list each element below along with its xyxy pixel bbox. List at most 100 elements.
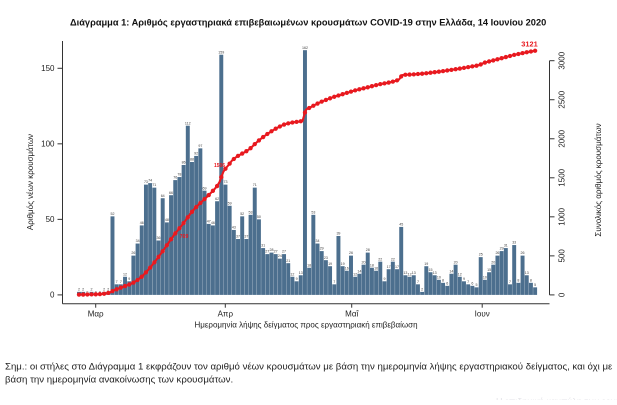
svg-text:27: 27 xyxy=(282,250,286,254)
svg-text:34: 34 xyxy=(316,239,320,243)
svg-text:500: 500 xyxy=(558,249,567,263)
svg-text:59: 59 xyxy=(228,201,232,205)
svg-text:5: 5 xyxy=(476,283,478,287)
svg-text:13: 13 xyxy=(525,271,529,275)
svg-text:71: 71 xyxy=(152,183,156,187)
svg-text:5: 5 xyxy=(534,283,536,287)
svg-text:43: 43 xyxy=(232,226,236,230)
svg-text:8: 8 xyxy=(517,278,519,282)
svg-text:βάση την ημερομηνία ανακοίνωση: βάση την ημερομηνία ανακοίνωσης των κρου… xyxy=(5,375,233,386)
svg-text:6: 6 xyxy=(471,281,473,285)
svg-text:26: 26 xyxy=(495,251,499,255)
svg-text:2: 2 xyxy=(421,287,423,291)
svg-text:97: 97 xyxy=(198,144,202,148)
svg-text:9: 9 xyxy=(296,277,298,281)
svg-text:46: 46 xyxy=(211,221,215,225)
svg-text:8: 8 xyxy=(530,278,532,282)
svg-text:73: 73 xyxy=(144,180,148,184)
svg-text:26: 26 xyxy=(521,251,525,255)
svg-text:13: 13 xyxy=(412,271,416,275)
svg-text:19: 19 xyxy=(424,262,428,266)
svg-text:28: 28 xyxy=(269,248,273,252)
svg-text:2500: 2500 xyxy=(558,90,567,108)
svg-text:78: 78 xyxy=(177,173,181,177)
svg-text:12: 12 xyxy=(353,272,357,276)
svg-text:92: 92 xyxy=(194,152,198,156)
svg-text:Μαΐ: Μαΐ xyxy=(345,310,359,319)
svg-text:0: 0 xyxy=(558,292,567,297)
svg-text:22: 22 xyxy=(378,257,382,261)
svg-text:112: 112 xyxy=(185,121,191,125)
svg-text:73: 73 xyxy=(223,180,227,184)
svg-text:17: 17 xyxy=(395,265,399,269)
svg-text:37: 37 xyxy=(244,235,248,239)
svg-text:24: 24 xyxy=(278,254,282,258)
svg-text:18: 18 xyxy=(307,263,311,267)
svg-text:17: 17 xyxy=(387,265,391,269)
svg-text:10: 10 xyxy=(437,275,441,279)
svg-text:25: 25 xyxy=(479,253,483,257)
svg-text:20: 20 xyxy=(362,260,366,264)
svg-text:13: 13 xyxy=(403,271,407,275)
svg-text:7: 7 xyxy=(467,280,469,284)
svg-text:45: 45 xyxy=(399,223,403,227)
svg-text:27: 27 xyxy=(274,250,278,254)
svg-text:62: 62 xyxy=(215,197,219,201)
svg-text:162: 162 xyxy=(302,46,308,50)
svg-text:52: 52 xyxy=(240,212,244,216)
svg-text:36: 36 xyxy=(157,236,161,240)
svg-text:21: 21 xyxy=(286,259,290,263)
svg-text:31: 31 xyxy=(504,244,508,248)
svg-text:3121: 3121 xyxy=(521,40,537,49)
svg-text:8: 8 xyxy=(442,278,444,282)
svg-text:69: 69 xyxy=(203,186,207,190)
svg-text:20: 20 xyxy=(454,260,458,264)
svg-text:9: 9 xyxy=(128,277,130,281)
svg-text:37: 37 xyxy=(236,235,240,239)
svg-text:Μαρ: Μαρ xyxy=(88,310,104,319)
svg-text:2: 2 xyxy=(107,287,109,291)
svg-text:66: 66 xyxy=(169,191,173,195)
svg-text:46: 46 xyxy=(140,221,144,225)
svg-text:39: 39 xyxy=(336,232,340,236)
svg-text:7: 7 xyxy=(417,280,419,284)
svg-text:12: 12 xyxy=(458,272,462,276)
svg-text:9: 9 xyxy=(463,277,465,281)
svg-text:88: 88 xyxy=(190,158,194,162)
svg-text:1000: 1000 xyxy=(558,207,567,225)
svg-text:29: 29 xyxy=(320,247,324,251)
svg-text:7: 7 xyxy=(509,280,511,284)
svg-text:2: 2 xyxy=(78,287,80,291)
svg-text:7: 7 xyxy=(120,280,122,284)
svg-text:19: 19 xyxy=(341,262,345,266)
svg-text:10: 10 xyxy=(483,275,487,279)
svg-text:16: 16 xyxy=(374,266,378,270)
svg-text:86: 86 xyxy=(182,161,186,165)
svg-text:71: 71 xyxy=(253,183,257,187)
svg-text:23: 23 xyxy=(324,256,328,260)
svg-text:Αριθμός νέων κρουσμάτων: Αριθμός νέων κρουσμάτων xyxy=(26,134,35,230)
svg-text:15: 15 xyxy=(429,268,433,272)
svg-text:1500: 1500 xyxy=(558,168,567,186)
svg-text:18: 18 xyxy=(370,263,374,267)
svg-text:150: 150 xyxy=(41,64,55,73)
svg-text:100: 100 xyxy=(41,140,55,149)
svg-text:159: 159 xyxy=(218,50,224,54)
svg-text:27: 27 xyxy=(265,250,269,254)
svg-text:64: 64 xyxy=(161,194,165,198)
svg-text:48: 48 xyxy=(165,218,169,222)
svg-text:9: 9 xyxy=(383,277,385,281)
svg-text:15: 15 xyxy=(487,268,491,272)
svg-text:31: 31 xyxy=(261,244,265,248)
svg-text:2: 2 xyxy=(91,287,93,291)
svg-text:6: 6 xyxy=(446,281,448,285)
svg-text:16: 16 xyxy=(345,266,349,270)
svg-text:12: 12 xyxy=(408,272,412,276)
svg-text:1506: 1506 xyxy=(214,163,225,169)
svg-text:47: 47 xyxy=(207,220,211,224)
svg-text:2: 2 xyxy=(103,287,105,291)
svg-text:3000: 3000 xyxy=(558,51,567,69)
svg-text:Διάγραμμα 1: Αριθμός εργαστηρι: Διάγραμμα 1: Αριθμός εργαστηριακά επιβεβ… xyxy=(70,18,546,28)
svg-text:Συνολικός αριθμός κρουσμάτων: Συνολικός αριθμός κρουσμάτων xyxy=(594,123,603,236)
svg-text:12: 12 xyxy=(123,272,127,276)
